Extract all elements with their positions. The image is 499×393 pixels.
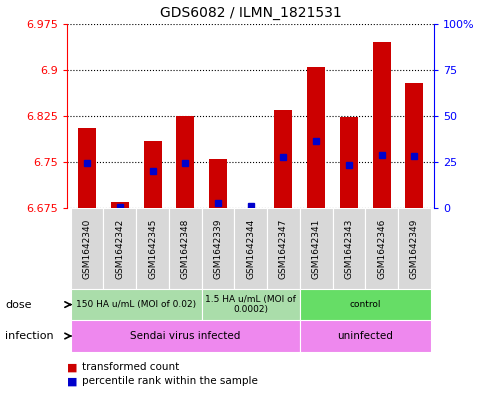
Bar — [136, 208, 169, 289]
Bar — [209, 159, 227, 208]
Text: 150 HA u/mL (MOI of 0.02): 150 HA u/mL (MOI of 0.02) — [76, 300, 196, 309]
Bar — [398, 208, 431, 289]
Bar — [144, 141, 162, 208]
Bar — [202, 289, 300, 320]
Text: GSM1642343: GSM1642343 — [344, 219, 353, 279]
Text: GSM1642344: GSM1642344 — [246, 219, 255, 279]
Bar — [333, 208, 365, 289]
Bar — [78, 128, 96, 208]
Text: GSM1642348: GSM1642348 — [181, 219, 190, 279]
Text: transformed count: transformed count — [82, 362, 180, 373]
Text: infection: infection — [5, 331, 53, 341]
Bar — [103, 208, 136, 289]
Text: ■: ■ — [67, 362, 78, 373]
Text: GSM1642347: GSM1642347 — [279, 219, 288, 279]
Bar — [307, 67, 325, 208]
Bar — [71, 320, 300, 352]
Text: GSM1642339: GSM1642339 — [214, 219, 223, 279]
Text: GSM1642346: GSM1642346 — [377, 219, 386, 279]
Text: 1.5 HA u/mL (MOI of
0.0002): 1.5 HA u/mL (MOI of 0.0002) — [205, 295, 296, 314]
Text: GSM1642340: GSM1642340 — [82, 219, 91, 279]
Text: control: control — [350, 300, 381, 309]
Text: dose: dose — [5, 299, 31, 310]
Bar — [111, 202, 129, 208]
Bar — [267, 208, 300, 289]
Bar — [406, 83, 424, 208]
Text: GSM1642341: GSM1642341 — [312, 219, 321, 279]
Bar — [373, 42, 391, 208]
Title: GDS6082 / ILMN_1821531: GDS6082 / ILMN_1821531 — [160, 6, 342, 20]
Text: uninfected: uninfected — [337, 331, 393, 341]
Bar — [365, 208, 398, 289]
Bar — [340, 117, 358, 208]
Text: Sendai virus infected: Sendai virus infected — [130, 331, 241, 341]
Text: GSM1642349: GSM1642349 — [410, 219, 419, 279]
Bar — [169, 208, 202, 289]
Bar — [242, 208, 260, 210]
Bar — [71, 289, 202, 320]
Bar — [235, 208, 267, 289]
Bar — [176, 116, 194, 208]
Bar — [300, 320, 431, 352]
Text: ■: ■ — [67, 376, 78, 386]
Text: GSM1642345: GSM1642345 — [148, 219, 157, 279]
Bar — [202, 208, 235, 289]
Bar — [300, 208, 333, 289]
Bar — [71, 208, 103, 289]
Text: GSM1642342: GSM1642342 — [115, 219, 124, 279]
Bar — [300, 289, 431, 320]
Text: percentile rank within the sample: percentile rank within the sample — [82, 376, 258, 386]
Bar — [274, 110, 292, 208]
